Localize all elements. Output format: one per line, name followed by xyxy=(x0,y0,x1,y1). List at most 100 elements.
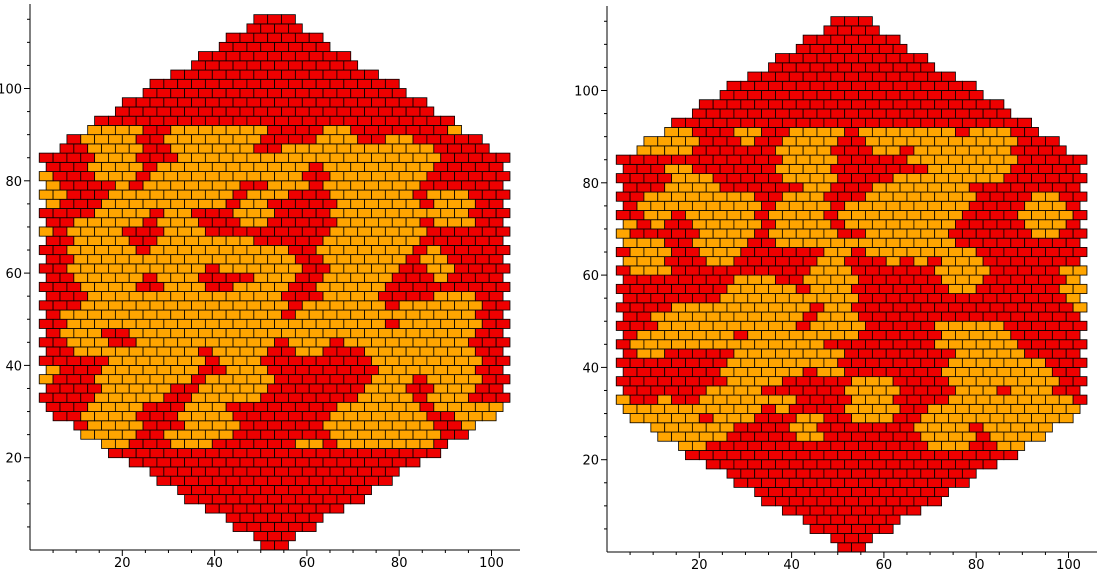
cell-red xyxy=(844,71,859,82)
cell-red xyxy=(747,440,763,451)
cell-orange xyxy=(657,191,673,202)
cell-red xyxy=(816,422,832,433)
cell-red xyxy=(878,450,894,461)
cell-red xyxy=(657,357,673,368)
cell-red xyxy=(906,468,922,479)
cell-orange xyxy=(426,429,442,440)
cell-orange xyxy=(885,403,901,414)
cell-orange xyxy=(398,245,414,256)
cell-red xyxy=(308,88,324,99)
cell-red xyxy=(851,265,866,276)
cell-red xyxy=(754,210,769,221)
cell-red xyxy=(294,420,310,431)
cell-orange xyxy=(114,254,130,265)
cell-red xyxy=(899,274,915,285)
cell-orange xyxy=(329,263,345,274)
cell-red xyxy=(308,401,324,412)
cell-red xyxy=(788,256,804,267)
cell-orange xyxy=(274,245,289,256)
cell-orange xyxy=(398,318,414,329)
cell-orange xyxy=(927,237,942,248)
cell-orange xyxy=(274,281,289,292)
cell-orange xyxy=(433,383,449,394)
cell-red xyxy=(975,228,991,239)
cell-red xyxy=(253,180,269,191)
cell-orange xyxy=(906,136,922,147)
cell-red xyxy=(481,189,497,200)
cell-red xyxy=(892,486,908,498)
cell-red xyxy=(225,457,241,468)
cell-red xyxy=(802,53,818,64)
cell-orange xyxy=(781,339,797,350)
cell-red xyxy=(142,420,158,431)
cell-red xyxy=(844,53,859,64)
cell-red xyxy=(629,302,645,313)
cell-red xyxy=(975,247,991,258)
cell-orange xyxy=(878,376,894,387)
cell-red xyxy=(468,392,483,403)
cell-red xyxy=(204,466,220,477)
cell-orange xyxy=(809,413,825,424)
cell-orange xyxy=(1024,403,1039,414)
cell-orange xyxy=(1045,228,1060,239)
cell-orange xyxy=(809,431,825,442)
cell-red xyxy=(1031,247,1046,258)
cell-red xyxy=(719,163,735,174)
cell-red xyxy=(440,171,455,182)
cell-orange xyxy=(391,161,407,172)
cell-orange xyxy=(955,182,970,193)
cell-red xyxy=(294,401,310,412)
cell-red xyxy=(45,309,61,320)
cell-orange xyxy=(781,154,797,165)
cell-red xyxy=(149,466,165,477)
cell-red xyxy=(163,115,179,126)
cell-red xyxy=(678,256,693,267)
cell-red xyxy=(629,320,645,331)
cell-orange xyxy=(101,143,116,154)
cell-orange xyxy=(121,208,137,219)
cell-red xyxy=(308,512,324,523)
cell-red xyxy=(871,108,887,119)
cell-orange xyxy=(488,401,504,412)
cell-red xyxy=(1038,274,1053,285)
cell-red xyxy=(156,88,172,99)
cell-red xyxy=(170,420,186,431)
cell-orange xyxy=(315,134,331,145)
cell-red xyxy=(927,71,942,82)
cell-red xyxy=(691,293,707,304)
cell-orange xyxy=(816,127,832,138)
cell-red xyxy=(1017,283,1032,294)
cell-red xyxy=(754,247,769,258)
cell-orange xyxy=(691,311,707,322)
cell-red xyxy=(906,431,922,442)
cell-orange xyxy=(643,339,659,350)
cell-red xyxy=(398,448,414,459)
cell-red xyxy=(274,374,289,385)
cell-red xyxy=(885,477,901,488)
cell-orange xyxy=(816,163,832,174)
cell-orange xyxy=(87,309,102,320)
cell-red xyxy=(892,265,908,276)
cell-red xyxy=(823,43,839,54)
cell-red xyxy=(816,34,832,45)
cell-orange xyxy=(384,152,400,163)
cell-orange xyxy=(301,337,317,348)
cell-orange xyxy=(795,154,811,165)
cell-orange xyxy=(114,364,130,376)
cell-red xyxy=(851,154,866,165)
cell-orange xyxy=(80,429,96,440)
cell-orange xyxy=(941,440,956,451)
cell-orange xyxy=(705,256,721,267)
cell-orange xyxy=(830,311,846,322)
cell-red xyxy=(775,422,790,433)
cell-orange xyxy=(913,145,929,156)
cell-red xyxy=(260,411,276,422)
cell-red xyxy=(315,429,331,440)
cell-red xyxy=(66,281,82,292)
cell-orange xyxy=(426,189,442,200)
cell-red xyxy=(232,189,248,200)
cell-red xyxy=(802,256,818,267)
cell-orange xyxy=(754,357,769,368)
cell-red xyxy=(961,302,977,313)
cell-red xyxy=(837,339,853,350)
